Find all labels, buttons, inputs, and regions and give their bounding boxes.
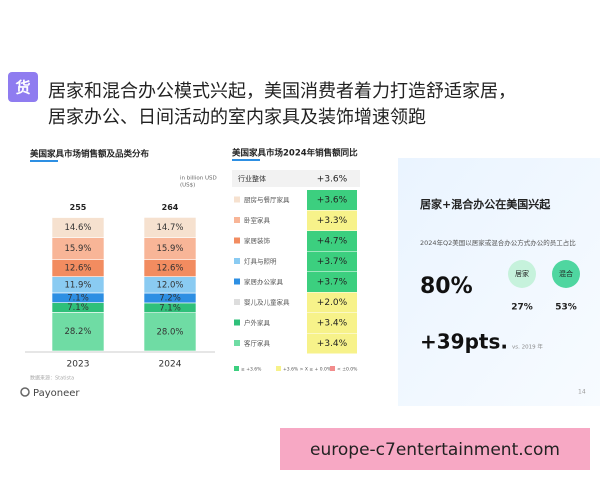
bar-segment	[51, 312, 105, 352]
segment-label: 7.2%	[159, 293, 181, 303]
icon-box	[8, 72, 38, 102]
circle	[552, 260, 580, 288]
circle-value: 27%	[511, 303, 533, 313]
row-value: +3.4%	[317, 319, 348, 329]
circle-value: 53%	[555, 303, 577, 313]
row-value: +2.0%	[317, 298, 348, 308]
segment-label: 12.6%	[156, 263, 183, 273]
table-title: 美国家具市场2024年销售额同比	[232, 148, 358, 159]
legend-label: +3.6% > X ≥ + 0.0%	[283, 367, 332, 373]
row-label: 家居装饰	[244, 236, 271, 245]
row-icon	[234, 258, 240, 264]
panel-subtitle: 2024年Q2美国以居家或混合办公方式办公的员工占比	[420, 238, 576, 247]
segment-label: 12.6%	[64, 263, 91, 273]
logo-mark	[20, 387, 30, 397]
legend-label: < ±0.0%	[337, 367, 358, 373]
category-label: 2023	[67, 360, 90, 370]
circle-label: 混合	[559, 269, 573, 278]
row-icon	[234, 319, 240, 326]
row-value: +4.7%	[317, 237, 348, 247]
row-icon	[234, 237, 240, 244]
total-label: 264	[162, 203, 179, 212]
row-label: 婴儿及儿童家具	[244, 298, 290, 307]
row-cell	[307, 313, 357, 333]
row-value: +3.7%	[317, 257, 348, 267]
legend-label: ≥ +3.6%	[241, 367, 262, 373]
header-label: 行业整体	[238, 174, 266, 183]
title-line: 居家办公、日间活动的室内家具及装饰增速领跑	[48, 107, 426, 128]
segment-label: 15.9%	[156, 244, 183, 254]
bar-segment	[143, 312, 197, 352]
row-cell	[307, 210, 357, 231]
icon-text: 货	[15, 79, 30, 97]
segment-label: 7.1%	[159, 303, 181, 313]
row-cell	[307, 251, 357, 272]
row-label: 灯具与照明	[244, 257, 277, 266]
row-value: +3.3%	[317, 216, 348, 226]
segment-label: 15.9%	[64, 244, 91, 254]
note: vs. 2019 年	[512, 343, 543, 351]
row-icon	[234, 196, 240, 203]
row-label: 户外家具	[244, 318, 271, 327]
legend-swatch	[330, 366, 335, 371]
left-title: 美国家具市场销售额及品类分布	[30, 149, 150, 160]
row-icon	[234, 340, 240, 346]
row-value: +3.6%	[317, 196, 348, 206]
bar-segment	[143, 217, 197, 238]
segment-label: 7.1%	[67, 303, 89, 313]
unit-note: in billion USD	[180, 176, 217, 182]
row-label: 家居办公家具	[244, 277, 284, 286]
row-icon	[234, 299, 240, 305]
watermark: europe-c7entertainment.com	[310, 440, 560, 460]
title-line: 居家和混合办公模式兴起，美国消费者着力打造舒适家居，	[48, 81, 516, 102]
row-label: 卧室家具	[244, 216, 271, 225]
unit-note: (US$)	[180, 183, 195, 189]
segment-label: 12.0%	[156, 280, 183, 290]
segment-label: 14.7%	[156, 223, 183, 233]
category-label: 2024	[159, 360, 182, 370]
source: 数据来源：Statista	[30, 375, 74, 382]
segment-label: 14.6%	[64, 223, 91, 233]
bar-segment	[51, 217, 105, 238]
growth-table: 行业整体 +3.6% 厨房与餐厅家具 +3.6% 卧室家具 +3.3% 家居装饰 +4.7% 灯…	[232, 170, 360, 373]
segment-label: 11.9%	[64, 280, 91, 290]
row-cell	[307, 231, 357, 251]
big-value: 80%	[420, 274, 473, 299]
row-value: +3.4%	[317, 339, 348, 349]
total-label: 255	[70, 203, 87, 212]
legend-swatch	[276, 366, 281, 371]
circle-label: 居家	[515, 269, 529, 278]
header-value: +3.6%	[317, 175, 348, 185]
big-change: +39pts.	[420, 330, 508, 354]
segment-label: 28.2%	[64, 327, 91, 337]
legend-swatch	[234, 366, 239, 371]
row-cell	[307, 190, 357, 210]
circle	[508, 260, 536, 288]
segment-label: 7.1%	[67, 293, 89, 303]
logo: Payoneer	[33, 388, 80, 399]
row-cell	[307, 272, 357, 292]
page-number: 14	[578, 389, 586, 396]
watermark-box	[280, 428, 590, 470]
header-row	[232, 170, 360, 187]
row-cell	[307, 333, 357, 354]
row-value: +3.7%	[317, 278, 348, 288]
segment-label: 28.0%	[156, 327, 183, 337]
row-cell	[307, 292, 357, 313]
row-icon	[234, 217, 240, 223]
row-label: 厨房与餐厅家具	[244, 195, 290, 204]
row-icon	[234, 278, 240, 285]
panel-title: 居家+混合办公在美国兴起	[420, 197, 551, 211]
row-label: 客厅家具	[244, 339, 271, 348]
